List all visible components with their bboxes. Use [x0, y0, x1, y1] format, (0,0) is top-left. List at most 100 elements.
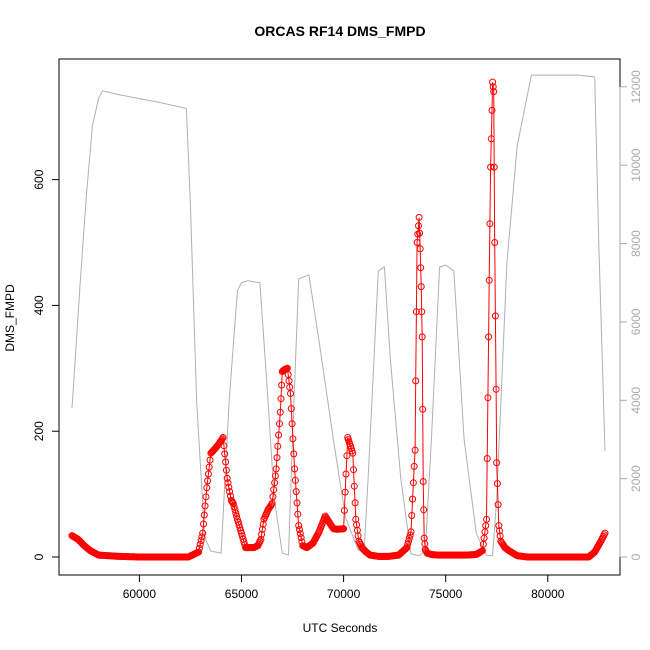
data-point	[197, 537, 205, 545]
data-point	[349, 449, 357, 457]
data-point	[488, 106, 496, 114]
data-point	[409, 495, 417, 503]
data-point	[220, 442, 228, 450]
data-point	[350, 466, 357, 474]
y2-tick-label: 0	[629, 553, 643, 560]
data-point	[496, 532, 504, 540]
data-point	[287, 390, 294, 397]
data-point	[278, 381, 286, 389]
data-point	[404, 540, 412, 548]
y2-tick-label: 12000	[629, 70, 643, 104]
data-point	[407, 528, 415, 536]
data-point	[496, 527, 503, 535]
data-point	[205, 463, 213, 471]
data-point	[406, 531, 414, 539]
data-point	[271, 479, 279, 487]
data-point	[484, 394, 492, 402]
data-point	[222, 466, 230, 474]
data-point	[411, 446, 419, 454]
x-tick-label: 60000	[123, 587, 157, 601]
data-point	[276, 420, 283, 428]
data-point	[229, 500, 237, 507]
data-point	[200, 511, 208, 519]
y2-tick-label: 8000	[629, 230, 643, 257]
data-point	[258, 525, 266, 533]
y-axis: 0 200 400 600	[32, 169, 60, 560]
data-point	[275, 431, 283, 439]
data-point	[601, 529, 609, 537]
data-point	[219, 434, 227, 441]
data-point	[290, 450, 298, 458]
data-point	[196, 540, 204, 548]
data-point	[409, 479, 417, 487]
data-point	[271, 472, 279, 480]
data-point	[288, 420, 296, 428]
data-point	[195, 548, 203, 556]
y2-tick-label: 10000	[629, 148, 643, 182]
data-point	[408, 512, 416, 519]
data-point	[296, 530, 304, 538]
data-point	[199, 529, 207, 537]
data-point	[232, 509, 240, 517]
data-point	[486, 220, 494, 228]
data-point	[277, 395, 285, 403]
data-point	[224, 479, 232, 487]
data-point	[200, 520, 207, 528]
data-point	[223, 474, 231, 482]
data-point	[276, 408, 284, 416]
data-point	[419, 478, 427, 485]
data-point	[403, 544, 411, 552]
data-point	[494, 501, 502, 509]
data-point	[202, 493, 210, 501]
data-point	[198, 533, 206, 541]
data-point	[412, 308, 420, 316]
data-point	[416, 245, 424, 253]
data-point	[204, 470, 212, 478]
data-point	[293, 499, 301, 507]
x-tick-label: 65000	[225, 587, 259, 601]
data-point	[493, 459, 501, 467]
data-point	[225, 483, 233, 491]
data-point	[270, 486, 278, 494]
y2-tick-label: 6000	[629, 308, 643, 335]
secondary-series-line	[71, 74, 606, 557]
data-point	[485, 276, 493, 284]
data-point	[489, 78, 497, 86]
x-tick-label: 70000	[327, 587, 361, 601]
data-point	[291, 476, 299, 484]
data-point	[341, 488, 349, 496]
data-point	[417, 264, 425, 272]
data-point	[294, 510, 302, 518]
data-point	[259, 520, 267, 528]
data-point	[269, 493, 277, 501]
data-point	[206, 456, 214, 464]
y-axis-label: DMS_FMPD	[3, 284, 17, 352]
y2-axis-right: 0 2000 4000 6000 8000 10000 12000	[619, 70, 643, 560]
data-point	[343, 452, 351, 460]
data-point	[267, 501, 275, 509]
data-point	[340, 507, 348, 514]
data-point	[258, 530, 266, 538]
data-point	[493, 480, 501, 488]
data-point	[230, 503, 238, 511]
data-point	[402, 544, 410, 552]
data-point	[231, 506, 239, 514]
data-point	[351, 499, 359, 507]
data-point	[417, 283, 425, 291]
data-point	[483, 515, 490, 523]
data-point	[350, 482, 358, 490]
data-point	[492, 385, 500, 393]
data-point	[340, 525, 348, 533]
data-point	[268, 500, 276, 507]
data-point	[273, 454, 281, 462]
data-point	[204, 477, 212, 485]
x-tick-label: 80000	[531, 587, 565, 601]
data-point	[226, 488, 234, 496]
data-point	[418, 308, 426, 316]
data-point	[415, 213, 423, 221]
data-point	[222, 458, 230, 466]
data-point	[342, 470, 350, 478]
data-point	[489, 83, 497, 91]
chart-title: ORCAS RF14 DMS_FMPD	[254, 23, 425, 39]
